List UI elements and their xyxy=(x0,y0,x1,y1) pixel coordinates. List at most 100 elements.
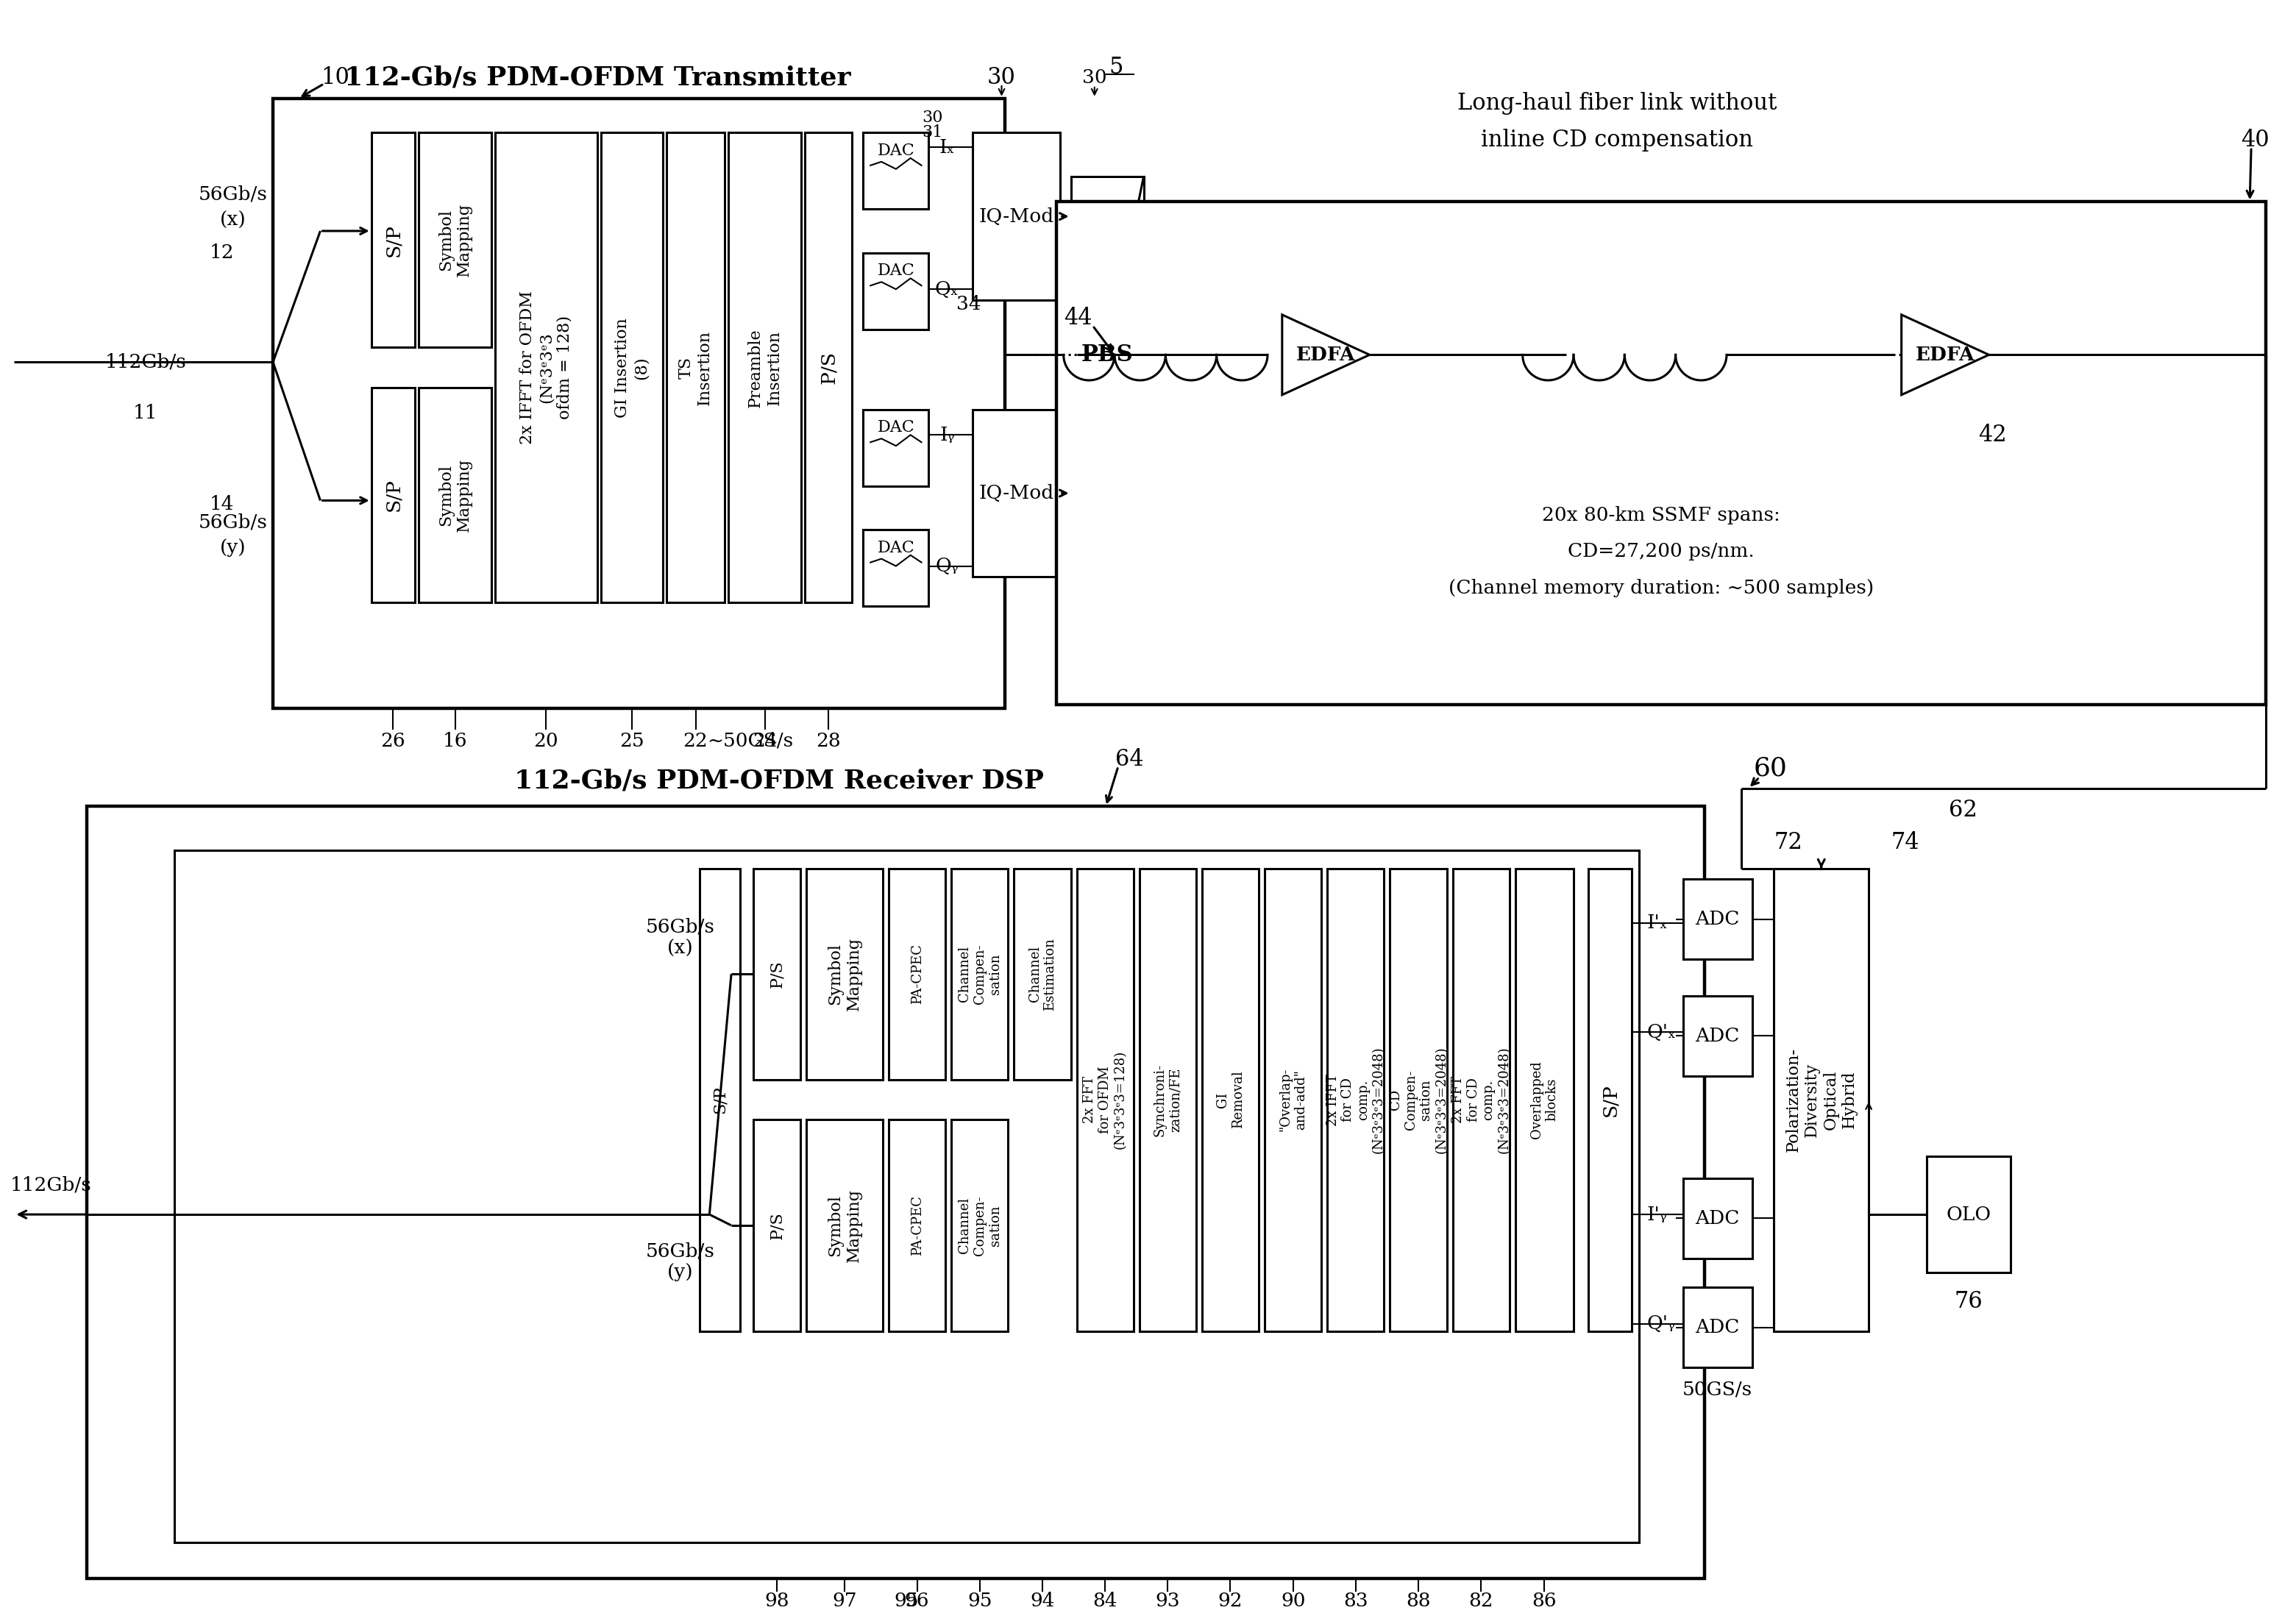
Text: 22: 22 xyxy=(684,732,707,750)
Text: 56Gb/s
(x): 56Gb/s (x) xyxy=(645,918,714,957)
Bar xyxy=(1926,1155,2011,1273)
Bar xyxy=(889,868,946,1079)
Text: 90: 90 xyxy=(1281,1592,1306,1610)
Text: 112-Gb/s PDM-OFDM Receiver DSP: 112-Gb/s PDM-OFDM Receiver DSP xyxy=(514,769,1045,793)
Text: 2x IFFT
for CD
comp.
(Nᵉ3ᵉ3ᵉ3=2048): 2x IFFT for CD comp. (Nᵉ3ᵉ3ᵉ3=2048) xyxy=(1327,1046,1384,1154)
Text: P/S: P/S xyxy=(820,351,838,385)
Text: DAC: DAC xyxy=(877,420,914,436)
Text: (y): (y) xyxy=(220,538,246,558)
Bar xyxy=(806,133,852,603)
Text: GI Insertion
(8): GI Insertion (8) xyxy=(615,318,650,417)
Text: 2x FFT
for OFDM
(Nᵉ3ᵉ3ᵉ3=128): 2x FFT for OFDM (Nᵉ3ᵉ3ᵉ3=128) xyxy=(1084,1050,1127,1149)
Bar xyxy=(863,409,930,486)
Text: Iₓ: Iₓ xyxy=(939,137,955,157)
Bar xyxy=(666,133,726,603)
Polygon shape xyxy=(1956,1230,1981,1257)
Text: ADC: ADC xyxy=(1694,1209,1740,1227)
Bar xyxy=(974,133,1061,301)
Bar xyxy=(602,133,664,603)
Bar xyxy=(1070,176,1143,533)
Text: ADC: ADC xyxy=(1694,910,1740,929)
Bar xyxy=(806,868,884,1079)
Text: DAC: DAC xyxy=(877,263,914,280)
Text: Channel
Compen-
sation: Channel Compen- sation xyxy=(957,944,1001,1004)
Text: S/P: S/P xyxy=(1600,1083,1619,1117)
Text: 10: 10 xyxy=(321,66,349,89)
Bar xyxy=(700,868,739,1332)
Text: Symbol
Mapping: Symbol Mapping xyxy=(827,937,861,1012)
Text: PBS: PBS xyxy=(1081,343,1134,367)
Text: 98: 98 xyxy=(765,1592,790,1610)
Bar xyxy=(951,868,1008,1079)
Text: 95: 95 xyxy=(967,1592,992,1610)
Text: Qᵧ: Qᵧ xyxy=(934,558,960,575)
Text: 96: 96 xyxy=(905,1592,930,1610)
Text: 34: 34 xyxy=(957,294,980,314)
Text: 76: 76 xyxy=(1954,1291,1984,1314)
Bar xyxy=(951,1120,1008,1332)
Text: 20x 80-km SSMF spans:: 20x 80-km SSMF spans: xyxy=(1543,506,1779,524)
Text: PA-CPEC: PA-CPEC xyxy=(912,944,923,1004)
Bar xyxy=(1515,868,1573,1332)
Text: ADC: ADC xyxy=(1694,1319,1740,1336)
Text: 2x FFT
for CD
comp.
(Nᵉ3ᵉ3ᵉ3=2048): 2x FFT for CD comp. (Nᵉ3ᵉ3ᵉ3=2048) xyxy=(1451,1046,1511,1154)
Text: 16: 16 xyxy=(443,732,468,750)
Bar xyxy=(418,388,491,603)
Text: 50GS/s: 50GS/s xyxy=(1683,1380,1752,1398)
Text: ADC: ADC xyxy=(1694,1026,1740,1046)
Bar xyxy=(1389,868,1446,1332)
Bar xyxy=(372,388,416,603)
Text: 26: 26 xyxy=(381,732,406,750)
Text: 84: 84 xyxy=(1093,1592,1118,1610)
Text: "Overlap-
and-add": "Overlap- and-add" xyxy=(1279,1068,1306,1131)
Text: DAC: DAC xyxy=(877,142,914,158)
Text: 83: 83 xyxy=(1343,1592,1368,1610)
Text: Polarization-
Diversity
Optical
Hybrid: Polarization- Diversity Optical Hybrid xyxy=(1786,1047,1857,1152)
Text: Symbol
Mapping: Symbol Mapping xyxy=(439,459,473,532)
Text: 44: 44 xyxy=(1063,307,1093,330)
Text: 97: 97 xyxy=(831,1592,856,1610)
Text: 64: 64 xyxy=(1116,748,1143,771)
Bar xyxy=(1683,879,1752,960)
Text: IQ-Mod: IQ-Mod xyxy=(978,207,1054,226)
Text: Iᵧ: Iᵧ xyxy=(939,425,955,444)
Bar xyxy=(1139,868,1196,1332)
Text: 94: 94 xyxy=(1031,1592,1054,1610)
Text: 30: 30 xyxy=(987,66,1015,89)
Text: 28: 28 xyxy=(815,732,840,750)
Text: 82: 82 xyxy=(1469,1592,1492,1610)
Text: ~50GS/s: ~50GS/s xyxy=(707,732,794,750)
Text: Overlapped
blocks: Overlapped blocks xyxy=(1529,1060,1559,1139)
Text: PA-CPEC: PA-CPEC xyxy=(912,1196,923,1256)
Text: 92: 92 xyxy=(1217,1592,1242,1610)
Bar xyxy=(1056,202,2266,705)
Text: Channel
Compen-
sation: Channel Compen- sation xyxy=(957,1196,1001,1256)
Text: inline CD compensation: inline CD compensation xyxy=(1481,129,1754,152)
Text: 86: 86 xyxy=(1531,1592,1557,1610)
Text: TS
Insertion: TS Insertion xyxy=(677,330,714,406)
Text: 2x IFFT for OFDM
(Nᵉ3ᵉ3ᵉ3
ofdm = 128): 2x IFFT for OFDM (Nᵉ3ᵉ3ᵉ3 ofdm = 128) xyxy=(519,291,574,444)
Text: 12: 12 xyxy=(209,244,234,262)
Bar xyxy=(1775,868,1869,1332)
Bar xyxy=(1683,1178,1752,1259)
Bar xyxy=(753,868,801,1079)
Bar xyxy=(1203,868,1258,1332)
Text: Qₓ: Qₓ xyxy=(934,280,960,299)
Bar xyxy=(273,99,1006,708)
Text: CD=27,200 ps/nm.: CD=27,200 ps/nm. xyxy=(1568,543,1754,561)
Bar xyxy=(418,133,491,347)
Text: GI
Removal: GI Removal xyxy=(1217,1071,1244,1128)
Text: P/S: P/S xyxy=(769,960,785,987)
Text: CD
Compen-
sation
(Nᵉ3ᵉ3ᵉ3=2048): CD Compen- sation (Nᵉ3ᵉ3ᵉ3=2048) xyxy=(1389,1046,1449,1154)
Text: S/P: S/P xyxy=(712,1086,728,1113)
Bar xyxy=(728,133,801,603)
Bar xyxy=(974,409,1061,577)
Text: 56Gb/s: 56Gb/s xyxy=(197,514,266,532)
Text: 5: 5 xyxy=(1109,55,1123,79)
Bar xyxy=(889,1120,946,1332)
Text: 30: 30 xyxy=(1081,69,1107,87)
Bar xyxy=(863,133,930,208)
Text: 112Gb/s: 112Gb/s xyxy=(9,1176,92,1194)
Text: 56Gb/s
(y): 56Gb/s (y) xyxy=(645,1243,714,1281)
Bar xyxy=(863,530,930,606)
